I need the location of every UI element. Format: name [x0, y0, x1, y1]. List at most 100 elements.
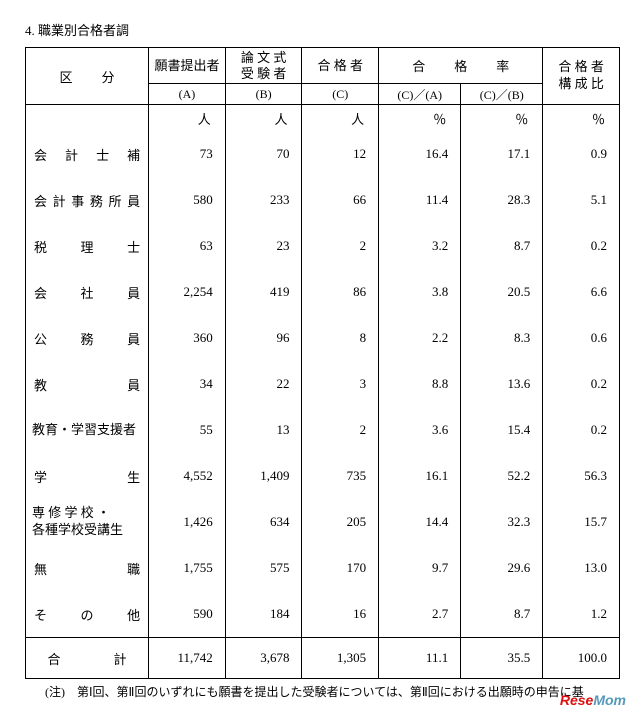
col-b: 70: [225, 131, 302, 177]
hdr-c-sub: (C): [302, 84, 379, 105]
cat-cell: そ の 他: [26, 591, 149, 638]
col-ratio: 15.7: [543, 499, 620, 545]
col-b: 22: [225, 361, 302, 407]
data-row: 会 計 士 補73701216.417.10.9: [26, 131, 620, 177]
col-c: 205: [302, 499, 379, 545]
hdr-rate: 合 格 率: [379, 48, 543, 84]
total-label: 合 計: [26, 638, 149, 679]
col-b: 13: [225, 407, 302, 453]
total-a: 11,742: [149, 638, 226, 679]
section-title: 4. 職業別合格者調: [25, 20, 630, 39]
col-a: 34: [149, 361, 226, 407]
col-ratio: 6.6: [543, 269, 620, 315]
col-b: 23: [225, 223, 302, 269]
hdr-a-top: 願書提出者: [149, 48, 226, 84]
col-cb: 29.6: [461, 545, 543, 591]
hdr-a-sub: (A): [149, 84, 226, 105]
watermark: ReseMom: [560, 692, 626, 708]
col-ratio: 56.3: [543, 453, 620, 499]
col-ca: 3.2: [379, 223, 461, 269]
col-ratio: 1.2: [543, 591, 620, 638]
col-ca: 14.4: [379, 499, 461, 545]
col-cb: 52.2: [461, 453, 543, 499]
total-cb: 35.5: [461, 638, 543, 679]
data-row: 税 理 士632323.28.70.2: [26, 223, 620, 269]
data-row: 会 社 員2,254419863.820.56.6: [26, 269, 620, 315]
col-c: 2: [302, 223, 379, 269]
col-c: 735: [302, 453, 379, 499]
col-ratio: 0.2: [543, 407, 620, 453]
hdr-b-top: 論 文 式 受 験 者: [225, 48, 302, 84]
hdr-b-sub: (B): [225, 84, 302, 105]
col-cb: 8.3: [461, 315, 543, 361]
col-b: 233: [225, 177, 302, 223]
col-c: 3: [302, 361, 379, 407]
hdr-ca: (C)／(A): [379, 84, 461, 105]
cat-cell: 専 修 学 校 ・ 各種学校受講生: [26, 499, 149, 545]
col-c: 170: [302, 545, 379, 591]
col-a: 590: [149, 591, 226, 638]
cat-cell: 公 務 員: [26, 315, 149, 361]
col-a: 1,426: [149, 499, 226, 545]
col-c: 66: [302, 177, 379, 223]
col-ca: 16.1: [379, 453, 461, 499]
col-ratio: 0.6: [543, 315, 620, 361]
col-a: 580: [149, 177, 226, 223]
cat-cell: 無 職: [26, 545, 149, 591]
col-c: 2: [302, 407, 379, 453]
total-row: 合 計11,7423,6781,30511.135.5100.0: [26, 638, 620, 679]
col-ca: 3.8: [379, 269, 461, 315]
hdr-category: 区 分: [26, 48, 149, 105]
col-cb: 13.6: [461, 361, 543, 407]
data-row: 専 修 学 校 ・ 各種学校受講生1,42663420514.432.315.7: [26, 499, 620, 545]
unit-row: 人人人％％％: [26, 105, 620, 132]
col-ca: 3.6: [379, 407, 461, 453]
col-ca: 9.7: [379, 545, 461, 591]
col-a: 55: [149, 407, 226, 453]
total-ratio: 100.0: [543, 638, 620, 679]
data-row: 教育・学習支援者551323.615.40.2: [26, 407, 620, 453]
hdr-cb: (C)／(B): [461, 84, 543, 105]
col-c: 16: [302, 591, 379, 638]
cat-cell: 会 社 員: [26, 269, 149, 315]
col-a: 360: [149, 315, 226, 361]
col-b: 634: [225, 499, 302, 545]
col-ratio: 13.0: [543, 545, 620, 591]
col-ca: 2.2: [379, 315, 461, 361]
table-body: 人人人％％％会 計 士 補73701216.417.10.9会計事務所員5802…: [26, 105, 620, 679]
col-b: 1,409: [225, 453, 302, 499]
cat-cell: 税 理 士: [26, 223, 149, 269]
col-cb: 32.3: [461, 499, 543, 545]
data-row: 会計事務所員5802336611.428.35.1: [26, 177, 620, 223]
data-row: そ の 他590184162.78.71.2: [26, 591, 620, 638]
col-cb: 28.3: [461, 177, 543, 223]
col-c: 12: [302, 131, 379, 177]
cat-cell: 会計事務所員: [26, 177, 149, 223]
footnote: (注) 第Ⅰ回、第Ⅱ回のいずれにも願書を提出した受験者については、第Ⅱ回における…: [25, 683, 630, 700]
col-cb: 17.1: [461, 131, 543, 177]
col-ca: 16.4: [379, 131, 461, 177]
col-a: 2,254: [149, 269, 226, 315]
col-a: 73: [149, 131, 226, 177]
col-cb: 8.7: [461, 591, 543, 638]
total-b: 3,678: [225, 638, 302, 679]
col-ratio: 0.2: [543, 361, 620, 407]
hdr-c-top: 合 格 者: [302, 48, 379, 84]
col-a: 1,755: [149, 545, 226, 591]
col-cb: 20.5: [461, 269, 543, 315]
col-b: 419: [225, 269, 302, 315]
col-ca: 11.4: [379, 177, 461, 223]
col-a: 63: [149, 223, 226, 269]
cat-cell: 教育・学習支援者: [26, 407, 149, 453]
data-row: 無 職1,7555751709.729.613.0: [26, 545, 620, 591]
col-cb: 8.7: [461, 223, 543, 269]
col-ratio: 5.1: [543, 177, 620, 223]
cat-cell: 学 生: [26, 453, 149, 499]
data-row: 教 員342238.813.60.2: [26, 361, 620, 407]
total-ca: 11.1: [379, 638, 461, 679]
col-c: 86: [302, 269, 379, 315]
hdr-ratio: 合 格 者 構 成 比: [543, 48, 620, 105]
col-ca: 2.7: [379, 591, 461, 638]
col-b: 96: [225, 315, 302, 361]
cat-cell: 教 員: [26, 361, 149, 407]
